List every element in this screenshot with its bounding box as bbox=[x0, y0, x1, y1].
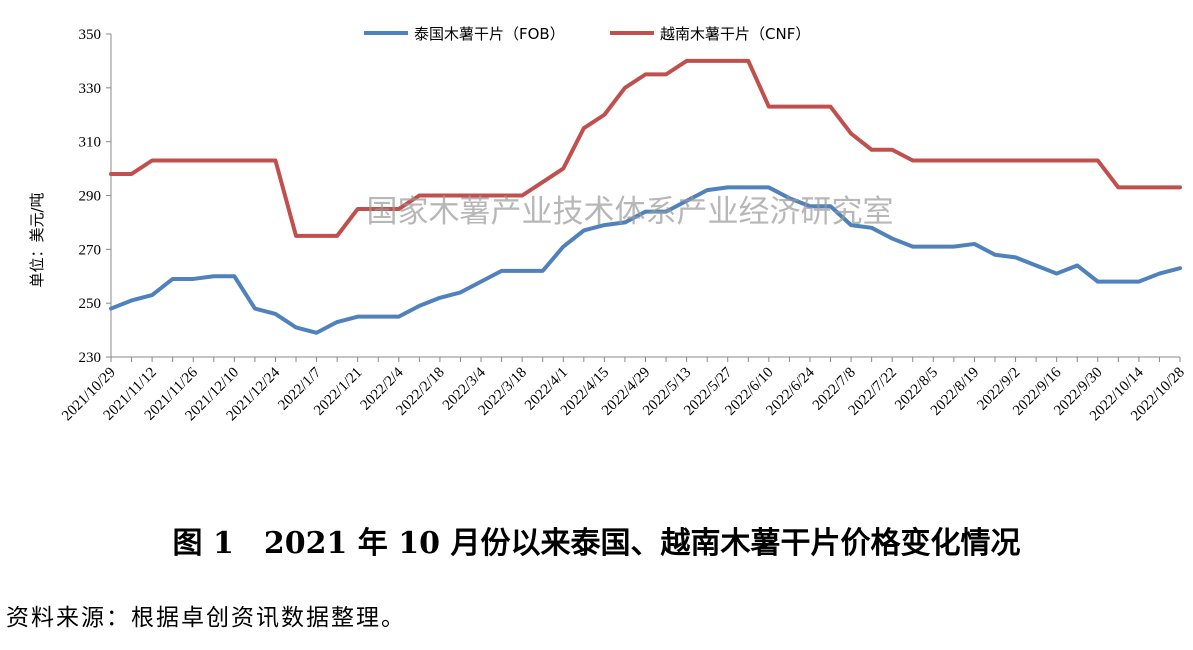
y-tick-label: 310 bbox=[79, 135, 102, 151]
price-line-chart: 230 250 270 290 310 330 350 2021/10/292021/11/… bbox=[28, 25, 1188, 424]
series-line-2 bbox=[109, 58, 1182, 238]
y-tick-label: 350 bbox=[79, 27, 102, 43]
series-lines bbox=[109, 58, 1182, 335]
legend: 泰国木薯干片（FOB） 越南木薯干片（CNF） bbox=[364, 25, 810, 43]
y-axis: 230 250 270 290 310 330 350 bbox=[79, 27, 112, 366]
series-line-1 bbox=[109, 185, 1182, 335]
y-tick-label: 290 bbox=[79, 189, 102, 205]
y-tick-label: 250 bbox=[79, 296, 102, 312]
y-tick-label: 330 bbox=[79, 81, 102, 97]
watermark-text: 国家木薯产业技术体系产业经济研究室 bbox=[367, 194, 894, 230]
legend-label-2: 越南木薯干片（CNF） bbox=[660, 25, 810, 43]
legend-label-1: 泰国木薯干片（FOB） bbox=[414, 25, 565, 43]
y-axis-label: 单位：美元/吨 bbox=[28, 192, 46, 287]
figure-caption: 图 1 2021 年 10 月份以来泰国、越南木薯干片价格变化情况 bbox=[172, 526, 1021, 561]
x-axis: 2021/10/292021/11/122021/11/262021/12/10… bbox=[59, 356, 1188, 424]
source-note: 资料来源：根据卓创资讯数据整理。 bbox=[6, 605, 406, 631]
y-tick-label: 230 bbox=[79, 350, 102, 366]
y-tick-label: 270 bbox=[79, 242, 102, 258]
